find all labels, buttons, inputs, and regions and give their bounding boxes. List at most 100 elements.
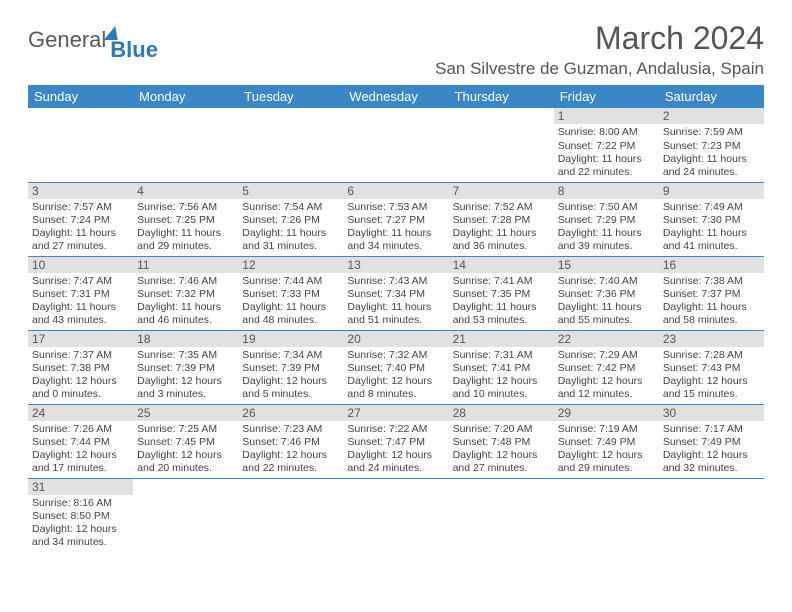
calendar-day-cell: 21Sunrise: 7:31 AMSunset: 7:41 PMDayligh…: [449, 330, 554, 404]
calendar-week-row: 1Sunrise: 8:00 AMSunset: 7:22 PMDaylight…: [28, 108, 764, 182]
calendar-day-cell: 16Sunrise: 7:38 AMSunset: 7:37 PMDayligh…: [659, 256, 764, 330]
calendar-day-cell: 18Sunrise: 7:35 AMSunset: 7:39 PMDayligh…: [133, 330, 238, 404]
day-detail-line: Sunrise: 7:32 AM: [347, 349, 444, 362]
calendar-day-cell: [449, 478, 554, 552]
day-number: 11: [133, 257, 238, 273]
day-detail-line: and 43 minutes.: [32, 314, 129, 327]
calendar-day-cell: [238, 478, 343, 552]
day-detail-line: Daylight: 12 hours: [32, 375, 129, 388]
calendar-day-cell: 13Sunrise: 7:43 AMSunset: 7:34 PMDayligh…: [343, 256, 448, 330]
day-detail-line: Daylight: 11 hours: [453, 301, 550, 314]
logo-word1: General: [28, 29, 106, 51]
day-detail-line: Sunset: 7:33 PM: [242, 288, 339, 301]
day-details: Sunrise: 7:54 AMSunset: 7:26 PMDaylight:…: [238, 199, 343, 255]
day-detail-line: Sunrise: 7:35 AM: [137, 349, 234, 362]
day-detail-line: Daylight: 11 hours: [137, 301, 234, 314]
day-details: Sunrise: 7:23 AMSunset: 7:46 PMDaylight:…: [238, 421, 343, 477]
day-details: Sunrise: 7:20 AMSunset: 7:48 PMDaylight:…: [449, 421, 554, 477]
calendar-day-cell: 19Sunrise: 7:34 AMSunset: 7:39 PMDayligh…: [238, 330, 343, 404]
day-detail-line: Sunset: 7:47 PM: [347, 436, 444, 449]
day-number: 18: [133, 331, 238, 347]
day-detail-line: Daylight: 11 hours: [663, 301, 760, 314]
day-details: Sunrise: 7:40 AMSunset: 7:36 PMDaylight:…: [554, 273, 659, 329]
calendar-day-cell: 3Sunrise: 7:57 AMSunset: 7:24 PMDaylight…: [28, 182, 133, 256]
day-detail-line: and 22 minutes.: [242, 462, 339, 475]
day-detail-line: Sunrise: 7:44 AM: [242, 275, 339, 288]
calendar-day-cell: [659, 478, 764, 552]
day-detail-line: Sunrise: 7:46 AM: [137, 275, 234, 288]
day-detail-line: Daylight: 12 hours: [663, 375, 760, 388]
calendar-day-cell: 20Sunrise: 7:32 AMSunset: 7:40 PMDayligh…: [343, 330, 448, 404]
day-details: Sunrise: 7:19 AMSunset: 7:49 PMDaylight:…: [554, 421, 659, 477]
day-detail-line: Sunset: 7:43 PM: [663, 362, 760, 375]
day-detail-line: and 46 minutes.: [137, 314, 234, 327]
day-number: 9: [659, 183, 764, 199]
calendar-day-cell: 11Sunrise: 7:46 AMSunset: 7:32 PMDayligh…: [133, 256, 238, 330]
day-details: Sunrise: 7:31 AMSunset: 7:41 PMDaylight:…: [449, 347, 554, 403]
day-number: 20: [343, 331, 448, 347]
calendar-day-cell: 31Sunrise: 8:16 AMSunset: 8:50 PMDayligh…: [28, 478, 133, 552]
calendar-week-row: 31Sunrise: 8:16 AMSunset: 8:50 PMDayligh…: [28, 478, 764, 552]
day-detail-line: Daylight: 12 hours: [242, 449, 339, 462]
day-details: Sunrise: 7:22 AMSunset: 7:47 PMDaylight:…: [343, 421, 448, 477]
day-number: 8: [554, 183, 659, 199]
calendar-week-row: 17Sunrise: 7:37 AMSunset: 7:38 PMDayligh…: [28, 330, 764, 404]
day-detail-line: Sunset: 7:48 PM: [453, 436, 550, 449]
day-details: Sunrise: 7:29 AMSunset: 7:42 PMDaylight:…: [554, 347, 659, 403]
calendar-day-cell: [238, 108, 343, 182]
day-detail-line: and 5 minutes.: [242, 388, 339, 401]
day-number: 26: [238, 405, 343, 421]
day-number: 10: [28, 257, 133, 273]
day-detail-line: and 8 minutes.: [347, 388, 444, 401]
day-detail-line: Sunset: 7:26 PM: [242, 214, 339, 227]
day-detail-line: Daylight: 11 hours: [663, 153, 760, 166]
day-detail-line: Sunset: 7:30 PM: [663, 214, 760, 227]
day-detail-line: Daylight: 11 hours: [558, 153, 655, 166]
calendar-day-cell: 1Sunrise: 8:00 AMSunset: 7:22 PMDaylight…: [554, 108, 659, 182]
day-detail-line: Daylight: 11 hours: [32, 227, 129, 240]
day-detail-line: Sunrise: 7:52 AM: [453, 201, 550, 214]
calendar-day-cell: [343, 478, 448, 552]
day-number: 19: [238, 331, 343, 347]
day-details: Sunrise: 7:26 AMSunset: 7:44 PMDaylight:…: [28, 421, 133, 477]
calendar-day-cell: 22Sunrise: 7:29 AMSunset: 7:42 PMDayligh…: [554, 330, 659, 404]
day-detail-line: Sunrise: 7:47 AM: [32, 275, 129, 288]
day-detail-line: Daylight: 12 hours: [663, 449, 760, 462]
day-detail-line: Sunset: 7:44 PM: [32, 436, 129, 449]
calendar-week-row: 10Sunrise: 7:47 AMSunset: 7:31 PMDayligh…: [28, 256, 764, 330]
calendar-day-cell: 17Sunrise: 7:37 AMSunset: 7:38 PMDayligh…: [28, 330, 133, 404]
day-detail-line: Sunrise: 7:38 AM: [663, 275, 760, 288]
day-number: 1: [554, 108, 659, 124]
day-detail-line: Sunset: 7:46 PM: [242, 436, 339, 449]
day-detail-line: Daylight: 11 hours: [242, 301, 339, 314]
day-details: Sunrise: 7:56 AMSunset: 7:25 PMDaylight:…: [133, 199, 238, 255]
day-detail-line: Sunrise: 7:37 AM: [32, 349, 129, 362]
day-number: 17: [28, 331, 133, 347]
day-detail-line: Sunrise: 7:40 AM: [558, 275, 655, 288]
day-number: 6: [343, 183, 448, 199]
day-detail-line: and 20 minutes.: [137, 462, 234, 475]
day-details: Sunrise: 7:46 AMSunset: 7:32 PMDaylight:…: [133, 273, 238, 329]
day-detail-line: Sunrise: 7:31 AM: [453, 349, 550, 362]
day-number: 24: [28, 405, 133, 421]
day-number: 2: [659, 108, 764, 124]
day-detail-line: Sunset: 7:31 PM: [32, 288, 129, 301]
calendar-day-cell: 8Sunrise: 7:50 AMSunset: 7:29 PMDaylight…: [554, 182, 659, 256]
day-detail-line: and 27 minutes.: [453, 462, 550, 475]
calendar-day-cell: 5Sunrise: 7:54 AMSunset: 7:26 PMDaylight…: [238, 182, 343, 256]
day-header: Tuesday: [238, 85, 343, 108]
day-detail-line: and 22 minutes.: [558, 166, 655, 179]
calendar-day-cell: 29Sunrise: 7:19 AMSunset: 7:49 PMDayligh…: [554, 404, 659, 478]
day-detail-line: Sunset: 7:27 PM: [347, 214, 444, 227]
day-detail-line: and 27 minutes.: [32, 240, 129, 253]
calendar-day-cell: 28Sunrise: 7:20 AMSunset: 7:48 PMDayligh…: [449, 404, 554, 478]
day-detail-line: Sunrise: 8:00 AM: [558, 126, 655, 139]
generalblue-logo: General Blue: [28, 20, 158, 54]
day-number: 14: [449, 257, 554, 273]
day-details: Sunrise: 7:57 AMSunset: 7:24 PMDaylight:…: [28, 199, 133, 255]
day-detail-line: Sunset: 7:39 PM: [137, 362, 234, 375]
day-number: 21: [449, 331, 554, 347]
day-details: Sunrise: 7:35 AMSunset: 7:39 PMDaylight:…: [133, 347, 238, 403]
day-details: Sunrise: 7:47 AMSunset: 7:31 PMDaylight:…: [28, 273, 133, 329]
day-details: Sunrise: 7:52 AMSunset: 7:28 PMDaylight:…: [449, 199, 554, 255]
